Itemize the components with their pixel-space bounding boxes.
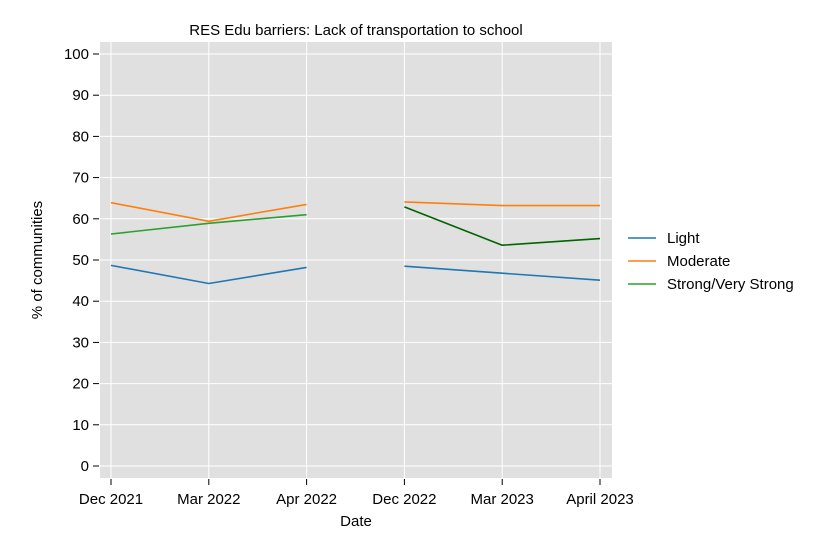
y-tick-label: 70 <box>72 170 89 187</box>
x-tick-label: Dec 2021 <box>79 491 143 508</box>
y-tick-label: 10 <box>72 417 89 434</box>
x-tick-label: Apr 2022 <box>276 491 337 508</box>
x-tick-label: Dec 2022 <box>372 491 436 508</box>
y-tick-label: 100 <box>64 46 89 63</box>
series-line-moderate <box>110 201 307 223</box>
chart-title: RES Edu barriers: Lack of transportation… <box>189 22 523 39</box>
y-tick-label: 80 <box>72 128 89 145</box>
y-tick-label: 50 <box>72 252 89 269</box>
y-tick-label: 90 <box>72 87 89 104</box>
axes: 0 10 20 30 40 50 60 70 80 90 100 Dec 2021 Mar 2022 Ap… <box>64 46 634 508</box>
y-tick-label: 60 <box>72 211 89 228</box>
series-line-strong-very-strong <box>110 213 307 235</box>
y-tick-label: 40 <box>72 293 89 310</box>
x-tick-label: April 2023 <box>566 491 634 508</box>
series-line-strong-very-strong <box>404 206 601 246</box>
series-lines <box>110 201 601 285</box>
x-tick-label: Mar 2023 <box>471 491 534 508</box>
gridlines <box>100 42 612 478</box>
x-axis-label: Date <box>340 513 372 530</box>
series-line-light <box>404 265 601 281</box>
series-line-light <box>110 264 307 285</box>
x-tick-label: Mar 2022 <box>177 491 240 508</box>
y-tick-label: 30 <box>72 334 89 351</box>
series-line-moderate <box>404 201 600 207</box>
legend-entry: Moderate <box>667 253 730 270</box>
legend-entry: Light <box>667 230 700 247</box>
legend: Light Moderate Strong/Very Strong <box>628 230 794 293</box>
y-tick-label: 0 <box>81 458 89 475</box>
legend-entry: Strong/Very Strong <box>667 276 794 293</box>
y-tick-label: 20 <box>72 376 89 393</box>
y-axis-label: % of communities <box>29 201 46 319</box>
